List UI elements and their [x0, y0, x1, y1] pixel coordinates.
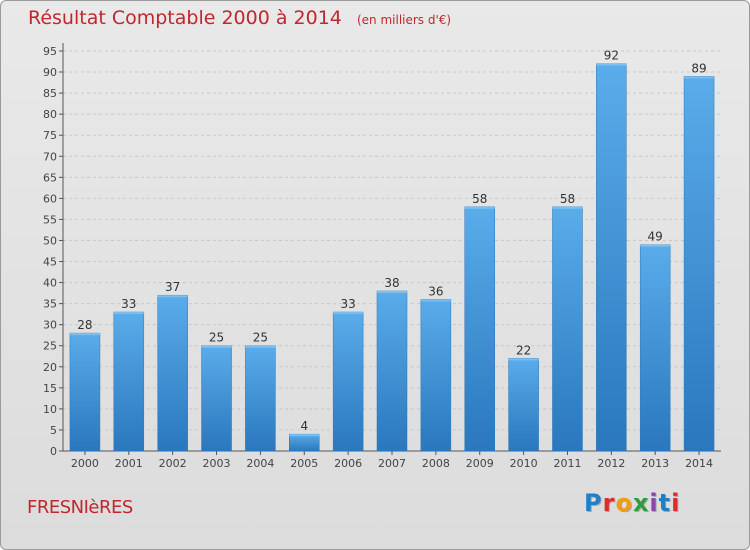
y-tick-label: 50	[43, 234, 57, 247]
x-tick-label: 2013	[641, 457, 669, 470]
y-tick-label: 65	[43, 171, 57, 184]
bar	[464, 206, 495, 452]
data-label: 25	[253, 331, 268, 345]
y-tick-label: 70	[43, 150, 57, 163]
y-tick-label: 85	[43, 87, 57, 100]
bar-highlight	[201, 345, 232, 348]
x-tick-label: 2001	[115, 457, 143, 470]
bar	[552, 206, 583, 452]
y-tick-label: 5	[50, 424, 57, 437]
chart-title: Résultat Comptable 2000 à 2014	[28, 7, 342, 29]
bar-highlight	[377, 291, 407, 293]
bar-highlight	[420, 299, 451, 302]
x-tick-label: 2008	[422, 457, 450, 470]
data-label: 28	[77, 318, 92, 332]
x-tick-label: 2012	[597, 457, 625, 470]
bars	[69, 63, 715, 452]
y-tick-label: 20	[43, 361, 57, 374]
bar	[289, 433, 320, 452]
x-tick-label: 2005	[290, 457, 318, 470]
data-label: 37	[165, 280, 180, 294]
y-tick-label: 15	[43, 382, 57, 395]
logo-letter: i	[671, 489, 681, 517]
bar-highlight	[69, 333, 100, 336]
data-label: 58	[560, 192, 575, 206]
bar-highlight	[157, 295, 188, 298]
data-label: 49	[648, 230, 663, 244]
logo-letter: i	[649, 489, 659, 517]
bar-highlight	[245, 345, 276, 348]
bar	[376, 290, 408, 452]
logo-letter: o	[615, 489, 633, 517]
logo-letter: t	[658, 489, 672, 517]
y-tick-label: 25	[43, 340, 57, 353]
bar-highlight	[684, 76, 715, 79]
data-label: 89	[691, 61, 706, 75]
bar	[245, 345, 276, 452]
y-tick-label: 40	[43, 277, 57, 290]
data-label: 33	[340, 297, 355, 311]
y-tick-label: 60	[43, 192, 57, 205]
y-tick-label: 30	[43, 319, 57, 332]
bar	[683, 76, 715, 452]
x-tick-label: 2009	[466, 457, 494, 470]
bar-highlight	[552, 206, 583, 209]
bar-highlight	[289, 434, 320, 437]
logo-letter: P	[584, 489, 603, 517]
chart-title-block: Résultat Comptable 2000 à 2014 (en milli…	[28, 7, 451, 29]
x-tick-label: 2014	[685, 457, 713, 470]
logo-letter: x	[632, 489, 650, 517]
proxiti-logo: Proxiti	[584, 489, 680, 517]
data-label: 36	[428, 284, 443, 298]
x-tick-label: 2006	[334, 457, 362, 470]
x-tick-label: 2007	[378, 457, 406, 470]
bar	[639, 244, 671, 452]
y-tick-label: 90	[43, 66, 57, 79]
x-tick-label: 2003	[203, 457, 231, 470]
y-tick-label: 0	[50, 445, 57, 458]
data-label: 22	[516, 343, 531, 357]
bar	[113, 311, 145, 452]
x-tick-label: 2004	[246, 457, 274, 470]
bar	[420, 299, 452, 452]
bar	[157, 294, 188, 452]
x-tick-label: 2011	[553, 457, 581, 470]
y-tick-label: 35	[43, 298, 57, 311]
data-label: 38	[384, 276, 399, 290]
chart-unit-note: (en milliers d'€)	[356, 13, 452, 27]
bar	[201, 345, 232, 452]
data-label: 4	[300, 419, 308, 433]
y-tick-label: 80	[43, 108, 57, 121]
bar-highlight	[333, 312, 364, 315]
bar	[508, 358, 539, 452]
place-name: FRESNIèRES	[27, 497, 133, 518]
data-label: 25	[209, 331, 224, 345]
y-tick-label: 75	[43, 129, 57, 142]
x-tick-label: 2002	[159, 457, 187, 470]
bar	[332, 311, 364, 452]
bar-highlight	[640, 244, 671, 247]
logo-letter: r	[602, 489, 616, 517]
bar-highlight	[113, 312, 144, 315]
data-label: 92	[604, 49, 619, 63]
x-tick-label: 2010	[510, 457, 538, 470]
y-tick-label: 55	[43, 213, 57, 226]
data-label: 33	[121, 297, 136, 311]
data-labels: 28 33 37 25 25 4 33 38 36 58 22 58 92 49 89	[77, 49, 706, 434]
bar-highlight	[464, 206, 495, 209]
x-tick-label: 2000	[71, 457, 99, 470]
bar-highlight	[508, 358, 539, 361]
bar	[596, 63, 627, 452]
y-tick-label: 10	[43, 403, 57, 416]
y-tick-label: 45	[43, 256, 57, 269]
bar-highlight	[596, 63, 627, 66]
data-label: 58	[472, 192, 487, 206]
bar	[69, 332, 101, 452]
y-tick-label: 95	[43, 45, 57, 58]
